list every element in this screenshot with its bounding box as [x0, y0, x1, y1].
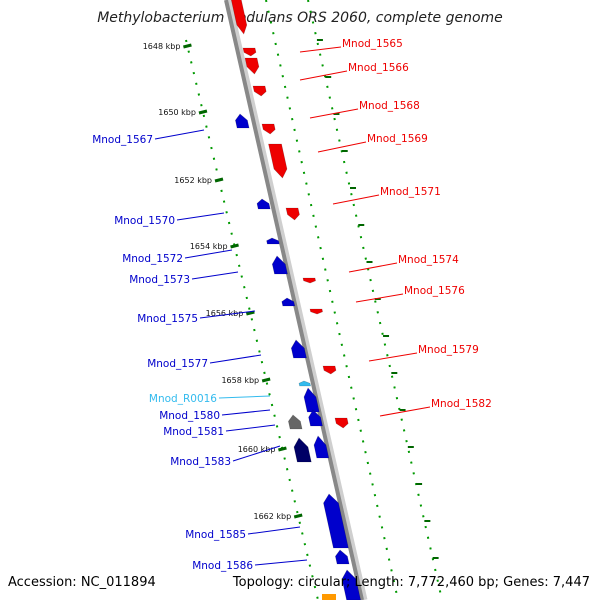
gene-label-left[interactable]: Mnod_1585: [185, 529, 246, 541]
label-leaders: [154, 46, 431, 566]
gene-arrow-reverse[interactable]: [323, 493, 349, 549]
gene-label-right[interactable]: Mnod_1569: [367, 133, 428, 145]
gene-arrow-forward[interactable]: [261, 123, 276, 135]
scale-tick: [183, 43, 192, 49]
gene-arrow-reverse[interactable]: [335, 549, 350, 565]
gene-arrow-pseudogene[interactable]: [288, 414, 303, 430]
scale-label: 1648 kbp: [143, 42, 181, 51]
scale-ticks: 1648 kbp 1650 kbp 1652 kbp 1654 kbp 1656 kbp…: [143, 42, 303, 521]
label-leader-line: [254, 559, 308, 566]
label-leader-line: [154, 129, 205, 140]
label-leader-line: [199, 310, 256, 319]
gene-arrow-reverse[interactable]: [341, 569, 361, 600]
gene-arrow-reverse[interactable]: [313, 435, 330, 459]
gene-label-left[interactable]: Mnod_1575: [137, 313, 198, 325]
gene-arrow-forward[interactable]: [334, 417, 349, 429]
label-leader-line: [348, 262, 398, 273]
gene-arrow-forward[interactable]: [309, 308, 323, 315]
gene-arrow-forward[interactable]: [242, 47, 257, 57]
gene-label-right[interactable]: Mnod_1566: [348, 62, 409, 74]
gene-label-left[interactable]: Mnod_1573: [129, 274, 190, 286]
label-leader-line: [176, 212, 225, 221]
gene-arrow-reverse[interactable]: [235, 113, 250, 129]
scale-label: 1652 kbp: [174, 176, 212, 185]
scale-tick: [261, 377, 271, 383]
label-leader-line: [379, 406, 431, 417]
label-leader-line: [317, 141, 367, 153]
gene-label-left[interactable]: Mnod_1572: [122, 253, 183, 265]
gene-label-left[interactable]: Mnod_1567: [92, 134, 153, 146]
gene-label-right[interactable]: Mnod_1579: [418, 344, 479, 356]
genome-axis: [224, 0, 368, 600]
label-leader-line: [368, 352, 418, 362]
label-leader-line: [232, 445, 281, 462]
label-leader-line: [247, 526, 301, 535]
gene-label-left[interactable]: Mnod_1586: [192, 560, 253, 572]
gene-label-left[interactable]: Mnod_R0016: [149, 393, 217, 405]
gene-label-left[interactable]: Mnod_1581: [163, 426, 224, 438]
scale-label: 1658 kbp: [221, 376, 259, 385]
genome-axis-line: [224, 0, 364, 600]
gene-label-right[interactable]: Mnod_1568: [359, 100, 420, 112]
gene-arrow-reverse[interactable]: [308, 409, 323, 427]
scale-tick: [230, 243, 239, 249]
gene-features: [230, 0, 361, 600]
gene-label-right[interactable]: Mnod_1571: [380, 186, 441, 198]
label-leader-line: [209, 354, 262, 364]
label-leader-line: [355, 293, 404, 303]
gene-arrow-other[interactable]: [322, 594, 336, 600]
scale-label: 1662 kbp: [253, 512, 291, 521]
gene-arrow-forward[interactable]: [322, 365, 337, 375]
genome-summary: Topology: circular; Length: 7,772,460 bp…: [232, 575, 590, 590]
dotted-guide-line-1: [185, 39, 319, 600]
gene-arrow-forward[interactable]: [285, 207, 300, 221]
gene-label-right[interactable]: Mnod_1565: [342, 38, 403, 50]
genome-title: Methylobacterium nodulans ORS 2060, comp…: [97, 10, 503, 26]
label-leader-line: [299, 46, 342, 53]
label-leader-line: [309, 108, 359, 119]
label-leader-line: [299, 70, 348, 81]
gene-arrow-reverse[interactable]: [266, 237, 280, 245]
gene-arrow-reverse[interactable]: [256, 198, 271, 210]
scale-tick: [214, 177, 224, 183]
gene-label-left[interactable]: Mnod_1580: [159, 410, 220, 422]
gene-label-right[interactable]: Mnod_1576: [404, 285, 465, 297]
gene-arrow-reverse[interactable]: [271, 255, 288, 275]
scale-label: 1650 kbp: [158, 108, 196, 117]
gene-arrow-forward[interactable]: [230, 0, 248, 35]
scale-label: 1654 kbp: [190, 242, 228, 251]
scale-label: 1656 kbp: [206, 309, 244, 318]
gene-labels[interactable]: Mnod_1565 Mnod_1566 Mnod_1568 Mnod_1569 Mnod…: [92, 38, 492, 572]
scale-tick: [278, 446, 287, 452]
gene-arrow-forward[interactable]: [244, 57, 260, 75]
gene-arrow-reverse[interactable]: [281, 297, 296, 307]
gene-arrow-rna[interactable]: [298, 380, 311, 387]
scale-tick: [293, 513, 303, 519]
label-leader-line: [184, 249, 233, 259]
accession-text: Accession: NC_011894: [8, 575, 156, 590]
gene-arrow-reverse[interactable]: [290, 339, 307, 359]
scale-label: 1660 kbp: [238, 445, 276, 454]
gene-arrow-reverse[interactable]: [293, 437, 312, 463]
gene-arrow-forward[interactable]: [252, 85, 267, 97]
gene-arrow-forward[interactable]: [302, 277, 316, 284]
label-leader-line: [332, 194, 380, 205]
gene-label-left[interactable]: Mnod_1577: [147, 358, 208, 370]
scale-tick: [198, 109, 208, 115]
label-leader-line: [221, 409, 271, 416]
label-leader-line: [191, 271, 239, 280]
label-leader-line: [218, 395, 271, 399]
label-leader-line: [225, 424, 276, 432]
gene-label-left[interactable]: Mnod_1570: [114, 215, 175, 227]
gene-label-right[interactable]: Mnod_1574: [398, 254, 459, 266]
gene-label-left[interactable]: Mnod_1583: [170, 456, 231, 468]
dotted-guides: [185, 0, 443, 600]
gene-arrow-forward[interactable]: [268, 143, 288, 179]
gene-label-right[interactable]: Mnod_1582: [431, 398, 492, 410]
scale-tick: [245, 310, 255, 316]
